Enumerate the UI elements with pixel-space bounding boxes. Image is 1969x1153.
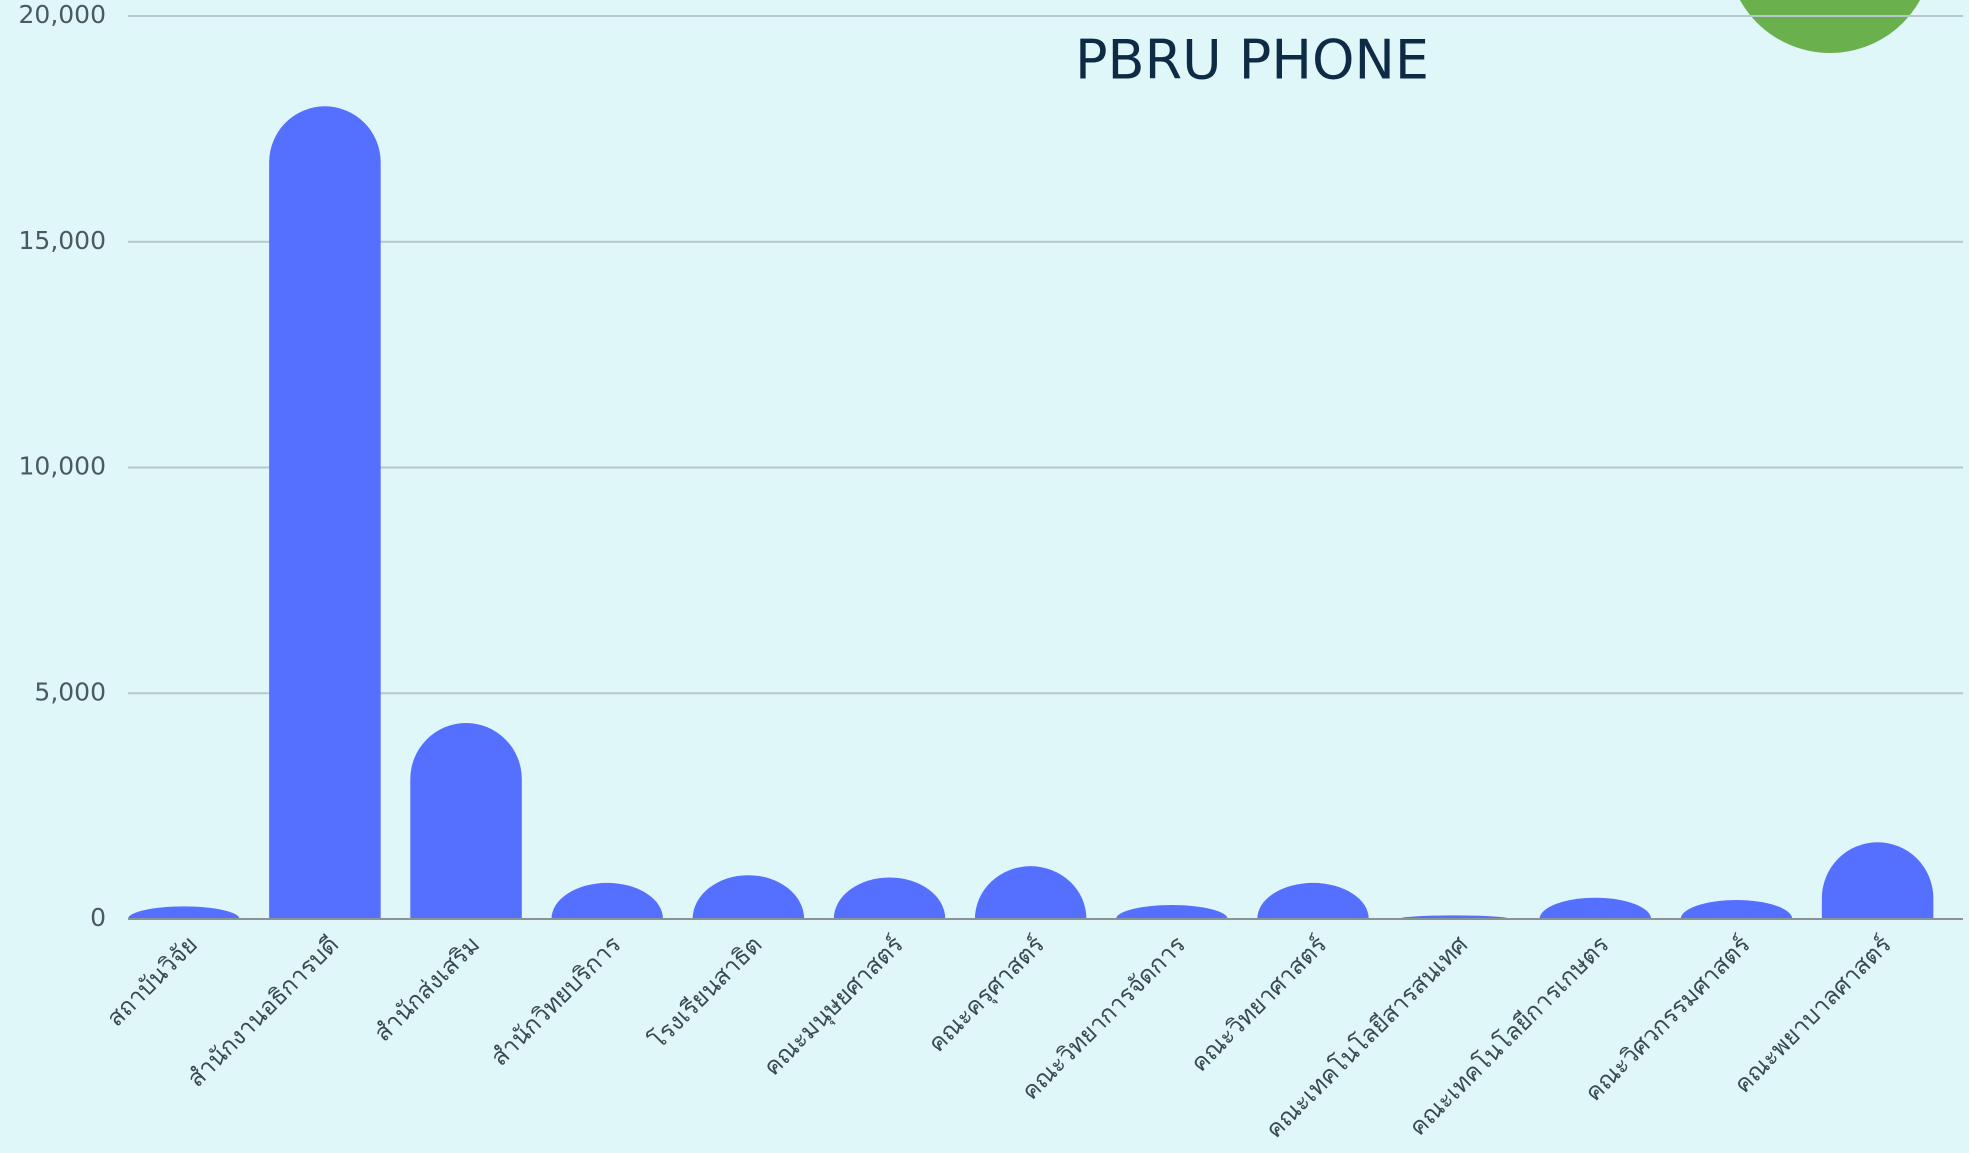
bar xyxy=(551,882,663,919)
logo-circle xyxy=(1739,0,1921,53)
bar xyxy=(1257,882,1369,919)
y-tick-label: 20,000 xyxy=(19,0,106,29)
bar xyxy=(833,877,946,919)
bar xyxy=(974,866,1087,919)
bar xyxy=(1821,842,1934,919)
bar xyxy=(692,875,805,919)
bar xyxy=(410,723,522,919)
bar xyxy=(1680,900,1793,919)
y-tick-label: 15,000 xyxy=(19,226,106,255)
y-tick-label: 0 xyxy=(90,903,106,932)
bar xyxy=(269,106,381,919)
chart-subtitle: PBRU PHONE xyxy=(1075,29,1429,92)
bar xyxy=(1116,905,1228,919)
y-tick-label: 10,000 xyxy=(19,452,106,481)
y-tick-label: 5,000 xyxy=(34,677,106,706)
bar xyxy=(128,906,240,919)
bar xyxy=(1539,897,1652,919)
